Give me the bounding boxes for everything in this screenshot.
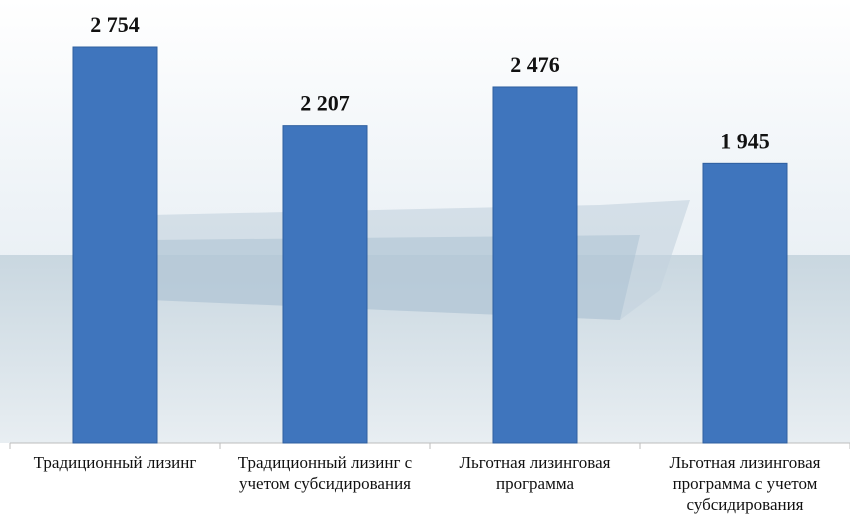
value-label: 2 476 bbox=[510, 52, 560, 77]
value-label: 2 754 bbox=[90, 12, 140, 37]
x-tick-label: Традиционный лизинг bbox=[33, 453, 197, 472]
value-label: 2 207 bbox=[300, 91, 350, 116]
x-tick-label: Льготная лизинговая программа bbox=[459, 453, 611, 493]
value-label: 1 945 bbox=[720, 128, 770, 153]
bar bbox=[492, 86, 578, 444]
x-tick-label: Традиционный лизинг с учетом субсидирова… bbox=[237, 453, 413, 493]
bar bbox=[702, 162, 788, 444]
x-tick-label: Льготная лизинговая программа с учетом с… bbox=[669, 453, 821, 514]
bar bbox=[282, 125, 368, 444]
bar bbox=[72, 46, 158, 444]
